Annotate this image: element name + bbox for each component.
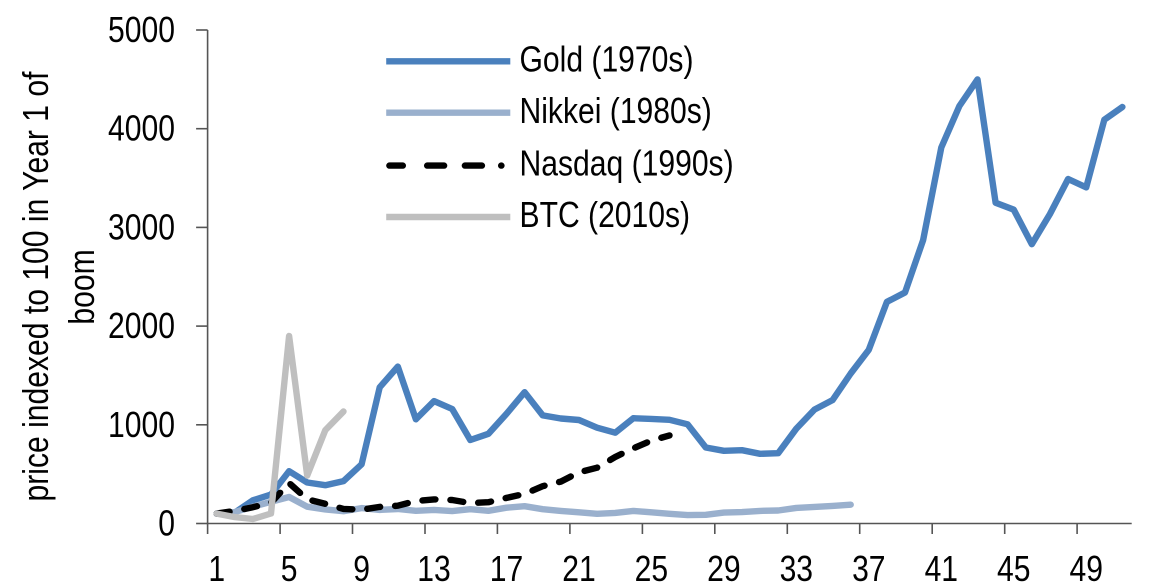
svg-text:37: 37 bbox=[852, 549, 885, 584]
svg-text:25: 25 bbox=[635, 549, 668, 584]
svg-text:41: 41 bbox=[925, 549, 958, 584]
svg-text:5: 5 bbox=[281, 549, 298, 584]
svg-text:Gold (1970s): Gold (1970s) bbox=[520, 40, 694, 80]
svg-text:29: 29 bbox=[707, 549, 740, 584]
svg-text:21: 21 bbox=[562, 549, 595, 584]
svg-text:13: 13 bbox=[417, 549, 450, 584]
svg-text:1: 1 bbox=[208, 549, 225, 584]
svg-text:1000: 1000 bbox=[108, 405, 175, 445]
svg-text:45: 45 bbox=[997, 549, 1030, 584]
svg-text:9: 9 bbox=[353, 549, 370, 584]
svg-text:4000: 4000 bbox=[108, 109, 175, 149]
svg-text:BTC (2010s): BTC (2010s) bbox=[520, 195, 691, 235]
svg-text:49: 49 bbox=[1069, 549, 1102, 584]
svg-text:5000: 5000 bbox=[108, 10, 175, 50]
svg-text:3000: 3000 bbox=[108, 208, 175, 248]
svg-text:boom: boom bbox=[62, 249, 102, 324]
svg-text:0: 0 bbox=[158, 504, 175, 544]
svg-text:Nikkei (1980s): Nikkei (1980s) bbox=[520, 91, 712, 131]
svg-text:Nasdaq (1990s): Nasdaq (1990s) bbox=[520, 144, 734, 184]
svg-text:17: 17 bbox=[490, 549, 523, 584]
svg-text:2000: 2000 bbox=[108, 306, 175, 346]
svg-text:price indexed to 100 in Year 1: price indexed to 100 in Year 1 of bbox=[16, 71, 56, 502]
svg-text:33: 33 bbox=[780, 549, 813, 584]
